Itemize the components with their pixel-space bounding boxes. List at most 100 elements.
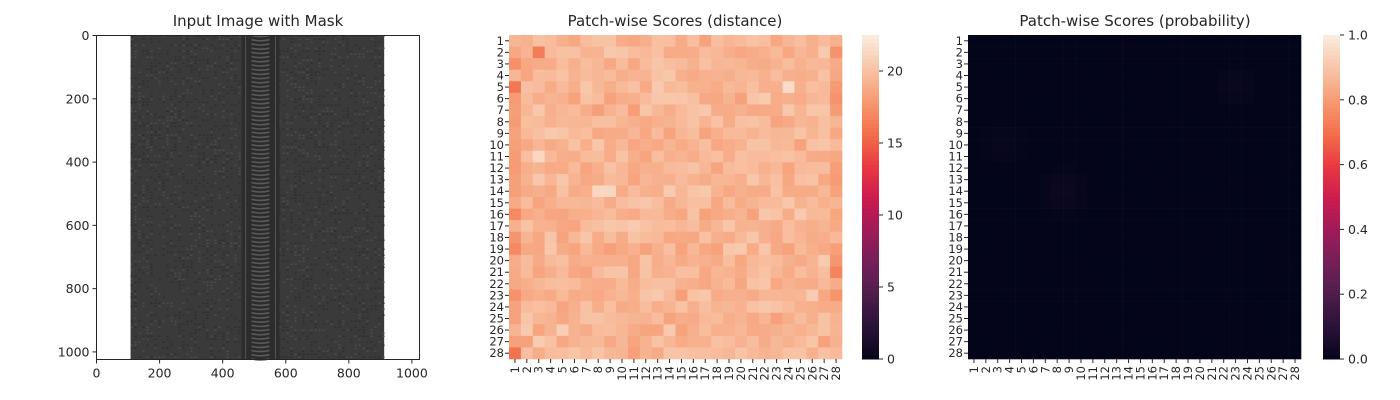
texture-dot	[294, 353, 297, 355]
heatmap-cell	[1253, 139, 1266, 152]
heatmap-cell	[544, 46, 557, 59]
texture-dot	[306, 47, 309, 49]
heatmap-cell	[1110, 347, 1123, 360]
heatmap-cell	[520, 301, 534, 314]
heatmap-cell	[568, 335, 581, 348]
heatmap-cell	[1110, 197, 1123, 209]
texture-dot	[238, 122, 241, 124]
texture-dot	[354, 77, 357, 79]
heatmap-cell	[818, 92, 831, 105]
heatmap-cell	[520, 197, 534, 209]
heatmap-cell	[1229, 301, 1242, 314]
texture-dot	[162, 77, 165, 79]
texture-dot	[158, 173, 161, 175]
texture-dot	[358, 113, 361, 115]
texture-dot	[318, 191, 321, 193]
heatmap-cell	[1134, 301, 1147, 314]
texture-dot	[134, 260, 137, 262]
heatmap-cell	[770, 208, 783, 221]
heatmap-cell	[818, 220, 831, 233]
heatmap-cell	[1158, 254, 1171, 267]
texture-dot	[226, 50, 229, 52]
heatmap-cell	[711, 347, 724, 360]
texture-dot	[222, 242, 225, 244]
heatmap-cell	[580, 289, 593, 302]
texture-dot	[338, 302, 341, 304]
heatmap-cell	[1146, 289, 1159, 302]
heatmap-cell	[1039, 289, 1052, 302]
heatmap-cell	[818, 347, 831, 360]
texture-dot	[322, 161, 325, 163]
texture-dot	[134, 347, 137, 349]
heatmap-cell	[1039, 254, 1052, 267]
colorbar-segment	[1323, 63, 1340, 68]
texture-dot	[318, 140, 321, 142]
texture-dot	[210, 224, 213, 226]
texture-dot	[218, 137, 221, 139]
texture-dot	[230, 218, 233, 220]
texture-dot	[346, 179, 349, 181]
heatmap-cell	[580, 162, 593, 175]
heatmap-cell	[782, 289, 795, 302]
heatmap-cell	[663, 231, 676, 244]
colorbar-segment	[862, 229, 879, 234]
texture-dot	[214, 266, 217, 268]
texture-dot	[378, 134, 381, 136]
texture-dot	[294, 278, 297, 280]
texture-dot	[134, 119, 137, 121]
texture-dot	[206, 47, 209, 49]
texture-dot	[330, 233, 333, 235]
texture-dot	[234, 353, 237, 355]
heatmap-cell	[1098, 139, 1112, 152]
colorbar-segment	[862, 47, 879, 52]
texture-dot	[278, 275, 281, 277]
texture-dot	[218, 239, 221, 241]
texture-dot	[322, 167, 325, 169]
colorbar-segment	[1323, 152, 1340, 157]
heatmap-cell	[1134, 81, 1147, 94]
texture-dot	[362, 113, 365, 115]
heatmap-cell	[544, 116, 557, 128]
texture-dot	[338, 347, 341, 349]
texture-dot	[362, 212, 365, 214]
texture-dot	[154, 71, 157, 73]
texture-dot	[286, 74, 289, 76]
heatmap-cell	[734, 185, 748, 198]
texture-dot	[370, 341, 373, 343]
heatmap-cell	[723, 231, 736, 244]
heatmap-cell	[1110, 46, 1123, 59]
texture-dot	[346, 158, 349, 160]
texture-dot	[314, 215, 317, 217]
texture-dot	[230, 104, 233, 106]
texture-dot	[358, 251, 361, 253]
heatmap-cell	[1146, 220, 1159, 233]
texture-dot	[138, 269, 141, 271]
texture-dot	[238, 170, 241, 172]
heatmap-cell	[1122, 266, 1135, 279]
heatmap-cell	[1075, 139, 1088, 152]
heatmap-cell	[1086, 301, 1100, 314]
heatmap-cell	[1051, 208, 1064, 221]
texture-dot	[234, 239, 237, 241]
texture-dot	[178, 101, 181, 103]
texture-dot	[190, 116, 193, 118]
texture-dot	[226, 65, 229, 67]
heatmap-cell	[1098, 92, 1112, 105]
texture-dot	[298, 251, 301, 253]
texture-dot	[198, 59, 201, 61]
texture-dot	[222, 95, 225, 97]
texture-dot	[194, 245, 197, 247]
heatmap-cell	[592, 81, 605, 94]
texture-dot	[134, 50, 137, 52]
texture-dot	[334, 197, 337, 199]
texture-dot	[290, 353, 293, 355]
texture-dot	[298, 296, 301, 298]
heatmap-cell	[1241, 289, 1254, 302]
heatmap-cell	[604, 92, 617, 105]
texture-dot	[218, 128, 221, 130]
heatmap-cell	[592, 173, 605, 186]
texture-dot	[146, 131, 149, 133]
heatmap-cell	[544, 324, 557, 337]
heatmap-cell	[1122, 243, 1135, 256]
heatmap-cell	[1110, 335, 1123, 348]
